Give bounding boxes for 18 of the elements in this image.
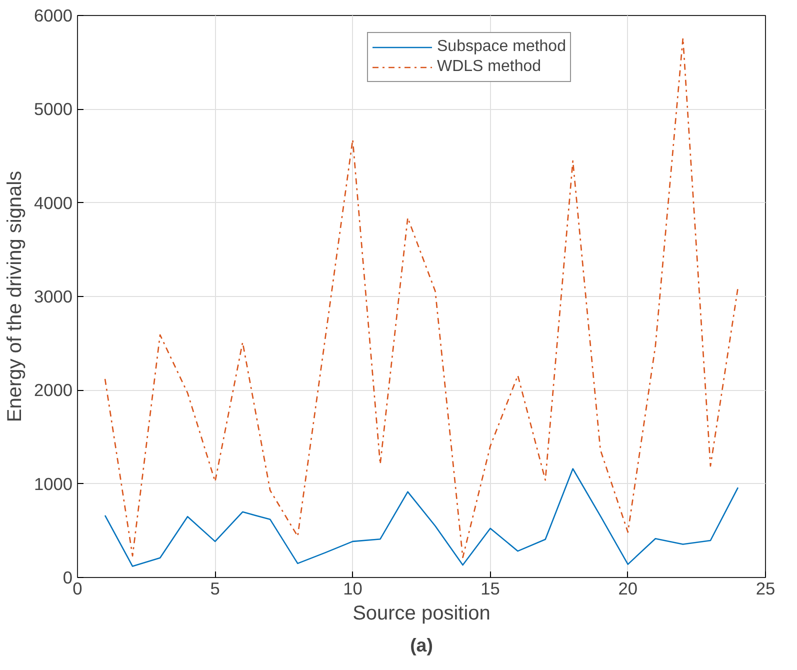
y-tick-label: 1000 [34,474,73,494]
line-series [104,38,739,558]
line-series [104,468,739,567]
x-tick-label: 10 [343,578,362,598]
text: (a) [410,634,433,656]
y-tick-label: 3000 [34,286,73,306]
x-tick-label: 20 [618,578,638,598]
y-tick-label: 5000 [34,99,73,120]
x-tick-label: 5 [210,578,220,598]
x-axis-title: Source position [352,602,490,624]
y-tick-label: 4000 [34,192,73,213]
legend-label: WDLS method [437,58,542,76]
y-tick-label: 6000 [34,6,73,26]
y-tick-label: 2000 [34,380,73,400]
x-tick-label: 15 [480,578,500,598]
y-axis-title: Energy of the driving signals [4,170,26,422]
legend-label: Subspace method [437,38,566,56]
x-tick-label: 25 [756,578,776,598]
